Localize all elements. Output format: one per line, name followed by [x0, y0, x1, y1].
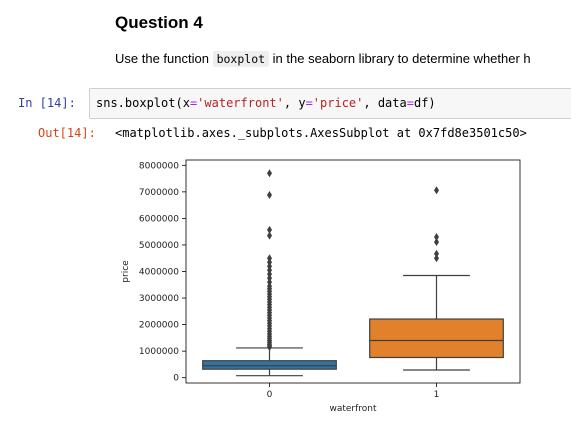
y-tick-label: 0 — [173, 374, 179, 384]
outlier-point — [267, 169, 272, 178]
y-tick-label: 5000000 — [139, 241, 179, 251]
y-tick-label: 1000000 — [139, 347, 179, 357]
question-title: Question 4 — [115, 13, 203, 32]
outlier-point — [434, 238, 439, 247]
outlier-point — [434, 186, 439, 195]
code-token: sns.boxplot( — [96, 96, 183, 110]
y-tick-label: 8000000 — [139, 161, 179, 171]
outlier-point — [267, 231, 272, 240]
code-token: , data — [363, 96, 407, 110]
input-prompt: In [14]: — [18, 96, 76, 110]
code-cell[interactable]: sns.boxplot(x='waterfront', y='price', d… — [89, 88, 571, 119]
box-body — [202, 360, 337, 370]
x-tick-label: 1 — [434, 390, 440, 400]
code-token: y — [298, 96, 306, 110]
y-tick-label: 4000000 — [139, 268, 179, 278]
question-instruction: Use the function boxplot in the seaborn … — [115, 51, 531, 67]
outlier-point — [267, 254, 272, 263]
outlier-point — [434, 249, 439, 258]
outlier-point — [267, 191, 272, 200]
y-axis-label: price — [121, 260, 131, 283]
code-token: df) — [413, 96, 436, 110]
code-token: 'waterfront' — [197, 96, 284, 110]
instruction-text-start: Use the function — [115, 51, 209, 66]
boxplot-chart: 0 1000000 2000000 3000000 4000000 5000000 6000… — [121, 159, 521, 414]
x-tick-label: 0 — [267, 390, 273, 400]
outlier-point — [434, 232, 439, 241]
outlier-point — [267, 225, 272, 234]
y-tick-label: 6000000 — [139, 214, 179, 224]
y-tick-label: 3000000 — [139, 294, 179, 304]
output-prompt: Out[14]: — [38, 126, 96, 140]
code-token: = — [189, 96, 198, 110]
code-token: 'price' — [312, 96, 364, 110]
code-token: , — [283, 96, 299, 110]
y-tick-label: 2000000 — [139, 321, 179, 331]
box-body — [369, 318, 504, 359]
y-tick-label: 7000000 — [139, 188, 179, 198]
x-axis-label: waterfront — [329, 404, 377, 414]
code-token: = — [406, 96, 414, 110]
instruction-text-end: in the seaborn library to determine whet… — [272, 51, 531, 66]
code-token: x — [182, 96, 190, 110]
code-token: = — [305, 96, 313, 110]
instruction-code-word: boxplot — [212, 51, 270, 67]
outlier-point — [434, 254, 439, 263]
output-text: <matplotlib.axes._subplots.AxesSubplot a… — [115, 126, 527, 140]
